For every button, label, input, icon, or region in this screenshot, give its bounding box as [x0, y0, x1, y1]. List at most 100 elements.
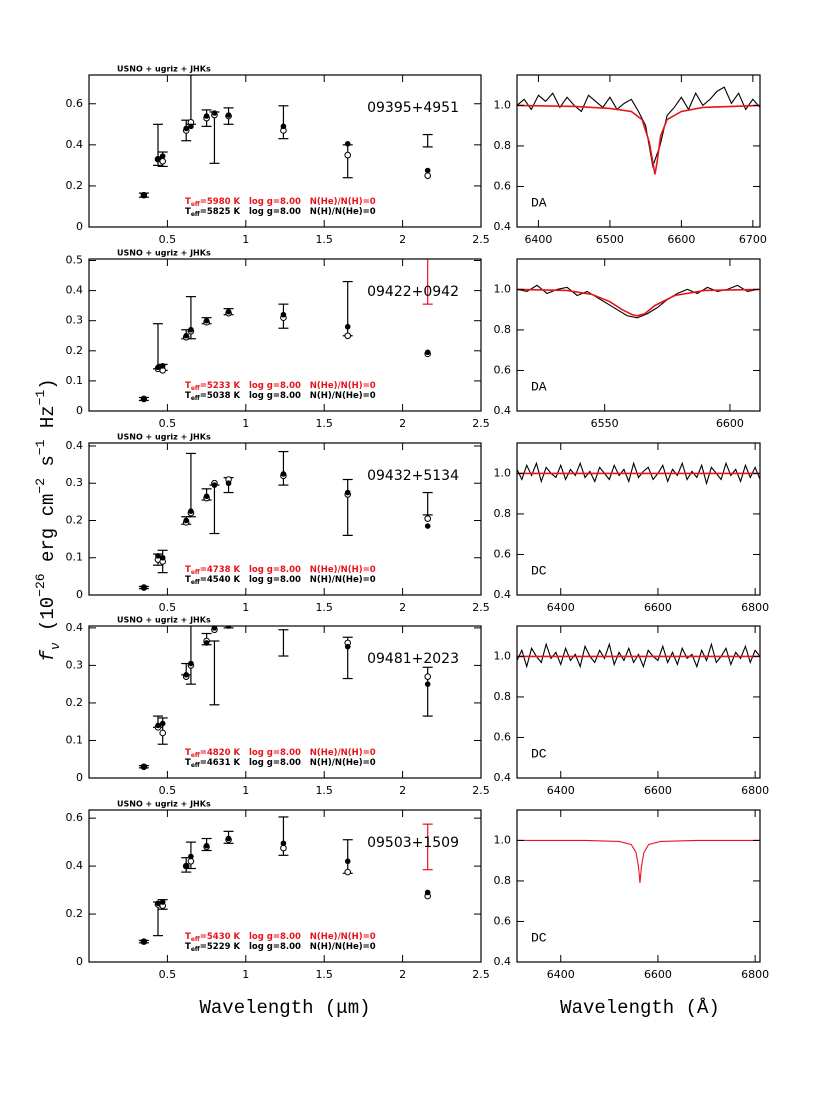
photometry-label: USNO + ugriz + JHKs — [117, 433, 211, 442]
model-filled — [280, 311, 287, 318]
photometry-label: USNO + ugriz + JHKs — [117, 65, 211, 74]
model-filled — [203, 113, 210, 119]
model-filled — [141, 396, 147, 402]
fit-label: Teff=5825 K log g=8.00 N(H)/N(He)=0 — [185, 207, 376, 219]
fit-label-part: =5229 K log g=8.00 N(H)/N(He)=0 — [200, 942, 376, 952]
fit-label-part: =4631 K log g=8.00 N(H)/N(He)=0 — [200, 758, 376, 768]
fit-label-part: T — [185, 758, 191, 768]
y-tick-label: 0.4 — [494, 588, 512, 601]
plot-area — [138, 450, 433, 591]
x-tick-label: 6400 — [547, 784, 575, 797]
y-tick-label: 1.0 — [494, 98, 512, 111]
model-open — [226, 619, 232, 625]
x-tick-label: 0.5 — [159, 784, 177, 797]
plot-area — [517, 86, 760, 175]
model-filled — [424, 523, 431, 529]
x-tick-label: 0.5 — [159, 417, 177, 430]
y-axis-label-part: −1 — [33, 390, 48, 406]
model-filled — [159, 153, 166, 159]
model-filled — [155, 364, 161, 371]
fit-label-part: T — [185, 391, 191, 401]
y-tick-label: 1.0 — [494, 466, 512, 479]
x-tick-label: 2 — [399, 968, 406, 981]
fit-label-part: =4540 K log g=8.00 N(H)/N(He)=0 — [200, 575, 376, 585]
y-tick-label: 0.2 — [66, 907, 84, 920]
spectrum-line — [517, 86, 760, 169]
x-tick-label: 2.5 — [472, 968, 490, 981]
x-tick-label: 6800 — [741, 968, 769, 981]
y-tick-label: 0.4 — [66, 621, 84, 634]
model-filled — [188, 660, 194, 667]
model-open — [159, 729, 166, 737]
fit-label: Teff=4631 K log g=8.00 N(H)/N(He)=0 — [185, 758, 376, 770]
photometry-label: USNO + ugriz + JHKs — [117, 616, 211, 625]
x-tick-label: 0.5 — [159, 968, 177, 981]
model-filled — [225, 835, 232, 842]
fit-label-part: T — [185, 575, 191, 585]
model-open — [424, 673, 431, 680]
x-tick-label: 6600 — [644, 784, 672, 797]
model-open — [424, 172, 431, 179]
frame — [516, 625, 761, 779]
x-tick-label: 1 — [242, 784, 249, 797]
y-axis-label-part: −2 — [33, 478, 48, 494]
fit-label-part: eff — [191, 385, 200, 392]
fit-label-part: T — [185, 932, 191, 942]
photometry-label: USNO + ugriz + JHKs — [117, 800, 211, 809]
x-tick-label: 6600 — [644, 601, 672, 614]
y-tick-label: 1.0 — [494, 649, 512, 662]
x-tick-label: 2 — [399, 601, 406, 614]
spectrum-line — [517, 642, 760, 669]
model-filled — [203, 493, 210, 500]
y-tick-label: 0.4 — [66, 859, 84, 872]
error-bar — [278, 629, 289, 657]
model-filled — [344, 643, 351, 650]
model-open — [159, 157, 166, 165]
model-filled — [424, 349, 431, 356]
x-tick-label: 1.5 — [315, 417, 333, 430]
model-filled — [188, 123, 194, 130]
panel: 0.5 1 1.5 2 2.5 0 0.2 0.4 0.6 USNO + ugriz + JHKs… — [66, 800, 490, 982]
y-tick-label: 0.6 — [66, 97, 84, 110]
plot-area — [517, 461, 760, 486]
y-tick-label: 1.0 — [494, 833, 512, 846]
spectral-type: DC — [531, 746, 547, 761]
model-filled — [183, 863, 190, 869]
y-tick-label: 0 — [76, 771, 83, 784]
y-tick-label: 0.4 — [66, 439, 84, 452]
fit-label-part: =5980 K log g=8.00 N(He)/N(H)=0 — [200, 197, 376, 207]
error-bar — [209, 111, 220, 164]
object-name: 09481+2023 — [367, 651, 459, 667]
model-filled — [155, 156, 161, 163]
panel: 6400 6500 6600 6700 0.4 0.6 0.8 1.0 DA — [494, 74, 767, 246]
model-filled — [155, 553, 161, 559]
error-bar — [152, 323, 163, 370]
spectrum-line — [517, 284, 758, 319]
frame — [516, 74, 761, 228]
model-filled — [281, 618, 287, 624]
plot-area — [517, 284, 760, 319]
fit-label-part: =5233 K log g=8.00 N(He)/N(H)=0 — [200, 381, 376, 391]
fit-label-part: =5825 K log g=8.00 N(H)/N(He)=0 — [200, 207, 376, 217]
model-filled — [344, 141, 351, 147]
panel: 0.5 1 1.5 2 2.5 0 0.1 0.2 0.3 0.4 USNO + ugriz + J… — [66, 433, 490, 615]
fit-label-part: eff — [191, 762, 200, 769]
model-filled — [159, 554, 166, 561]
error-bar — [185, 75, 196, 125]
x-tick-label: 6400 — [524, 233, 552, 246]
error-bar — [209, 640, 220, 706]
y-axis-label-part: −26 — [33, 573, 48, 596]
x-tick-label: 1.5 — [315, 601, 333, 614]
fit-label: Teff=4820 K log g=8.00 N(He)/N(H)=0 — [185, 748, 376, 760]
model-filled — [141, 938, 147, 945]
plot-area — [138, 259, 433, 403]
fit-label-part: eff — [191, 936, 200, 943]
model-open — [344, 868, 352, 876]
fit-label-part: eff — [191, 211, 200, 218]
x-tick-label: 1 — [242, 601, 249, 614]
spectrum-line — [517, 839, 760, 884]
y-tick-label: 0.4 — [66, 284, 84, 297]
error-bar — [422, 491, 433, 516]
panel: 6400 6600 6800 0.4 0.6 0.8 1.0 DC — [494, 625, 769, 797]
y-tick-label: 0.6 — [494, 363, 512, 376]
